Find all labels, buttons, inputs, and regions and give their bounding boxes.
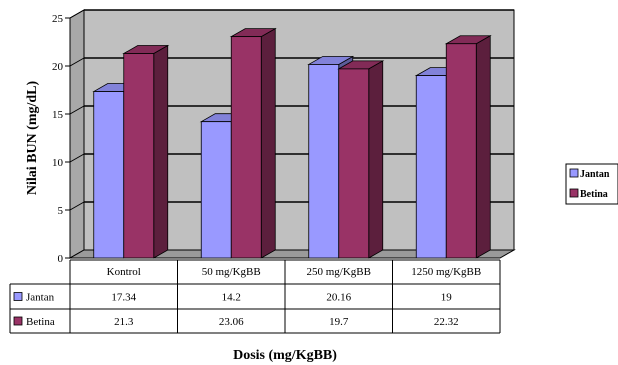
bar-side <box>475 35 491 259</box>
x-tick-label: Kontrol <box>107 266 141 278</box>
bar-front <box>338 68 370 259</box>
legend-label: Jantan <box>580 169 610 180</box>
gridline-side <box>69 9 85 19</box>
bar-front <box>123 53 155 259</box>
table-key-swatch <box>13 292 23 301</box>
y-tick-label: 0 <box>58 253 64 265</box>
data-label: 17.34 <box>111 292 136 304</box>
data-label: 21.3 <box>114 316 134 328</box>
legend: Jantan Betina <box>565 163 618 205</box>
bar-side <box>368 60 384 259</box>
legend-label: Betina <box>580 189 608 200</box>
bar-betina <box>122 44 170 259</box>
y-tick-label: 20 <box>52 61 64 73</box>
table-series-name: Jantan <box>26 292 55 304</box>
legend-swatch <box>569 188 579 198</box>
bar-side <box>260 27 276 259</box>
data-label: 23.06 <box>219 316 244 328</box>
y-tick-label: 5 <box>58 205 64 217</box>
side-wall <box>69 9 85 259</box>
legend-swatch <box>569 168 579 178</box>
bar-front <box>445 43 477 259</box>
bar-front <box>93 91 125 259</box>
table-key-swatch <box>13 316 23 326</box>
bar-front <box>200 121 232 259</box>
x-tick-label: 250 mg/KgBB <box>307 266 371 278</box>
x-tick-label: 50 mg/KgBB <box>202 266 261 278</box>
bar-front <box>308 64 340 259</box>
bar-front <box>230 36 262 259</box>
y-tick-label: 15 <box>52 109 64 121</box>
table-series-name: Betina <box>26 316 55 328</box>
bar-betina <box>229 27 277 259</box>
y-axis: 0 5 10 15 20 25 <box>52 13 71 265</box>
data-table: Kontrol 50 mg/KgBB 250 mg/KgBB 1250 mg/KgBB… <box>9 259 501 334</box>
y-tick-label: 25 <box>52 13 64 25</box>
x-tick-label: 1250 mg/KgBB <box>411 266 481 278</box>
y-axis-title: Nilai BUN (mg/dL) <box>25 80 40 195</box>
gridline-side <box>69 105 85 115</box>
bars <box>92 27 492 259</box>
bar-side <box>153 44 169 259</box>
bar-betina <box>337 60 385 259</box>
data-label: 19.7 <box>329 316 349 328</box>
y-tick-label: 10 <box>52 157 64 169</box>
data-label: 22.32 <box>434 316 459 328</box>
data-label: 14.2 <box>222 292 241 304</box>
bar-betina <box>444 35 492 259</box>
data-label: 19 <box>441 292 453 304</box>
bar-front <box>415 75 447 259</box>
gridline-side <box>69 201 85 211</box>
gridline-side <box>69 57 85 67</box>
data-label: 20.16 <box>326 292 351 304</box>
x-axis-title: Dosis (mg/KgBB) <box>233 348 337 363</box>
gridline-side <box>69 153 85 163</box>
